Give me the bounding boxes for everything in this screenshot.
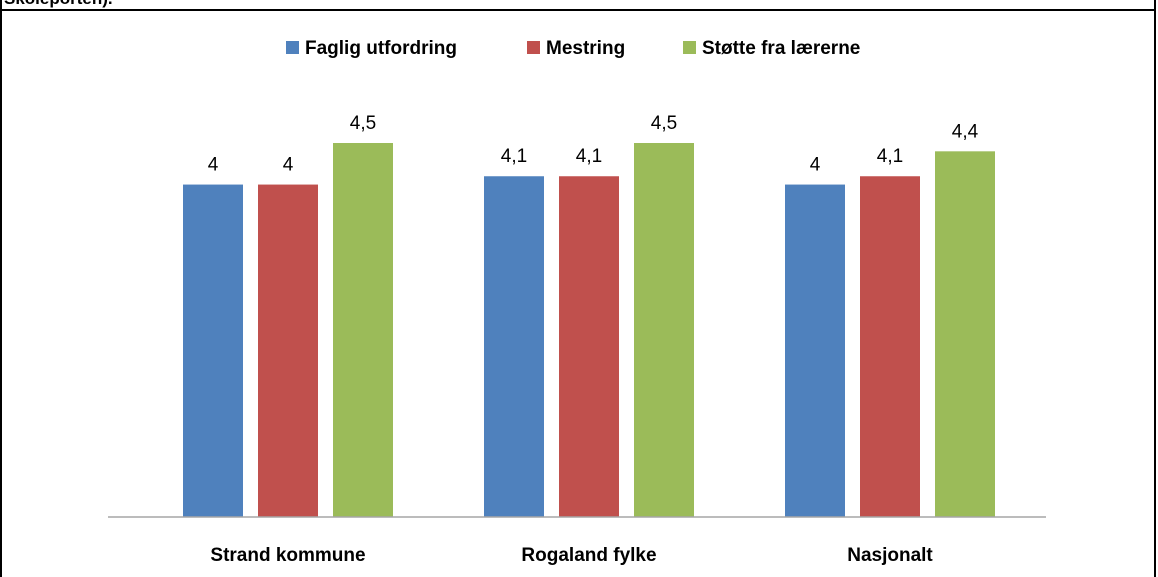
bar-3-1 [785,184,845,517]
legend-swatch-3 [683,41,696,54]
data-label-1-2: 4 [283,155,294,176]
data-label-3-2: 4,1 [877,146,903,167]
data-label-2-3: 4,5 [651,113,677,134]
bar-2-2 [559,176,619,517]
legend-swatch-1 [286,41,299,54]
bar-3-3 [935,151,995,518]
category-label-2: Rogaland fylke [521,545,656,566]
legend-label-2: Mestring [546,38,625,59]
bar-2-1 [484,176,544,517]
data-label-1-3: 4,5 [350,113,376,134]
data-label-2-1: 4,1 [501,146,527,167]
chart-caption: Skoleporten). [4,0,113,9]
bar-1-3 [333,143,393,517]
data-label-1-1: 4 [208,155,219,176]
bar-1-2 [258,184,318,517]
legend-label-1: Faglig utfordring [305,38,457,59]
data-label-2-2: 4,1 [576,146,602,167]
legend-swatch-2 [527,41,540,54]
bar-2-3 [634,143,694,517]
data-label-3-1: 4 [810,155,821,176]
category-label-3: Nasjonalt [847,545,933,566]
caption-strip: Skoleporten). [0,0,1156,11]
bar-1-1 [183,184,243,517]
category-label-1: Strand kommune [210,545,365,566]
bar-3-2 [860,176,920,517]
data-label-3-3: 4,4 [952,121,979,142]
legend-label-3: Støtte fra lærerne [702,38,860,59]
